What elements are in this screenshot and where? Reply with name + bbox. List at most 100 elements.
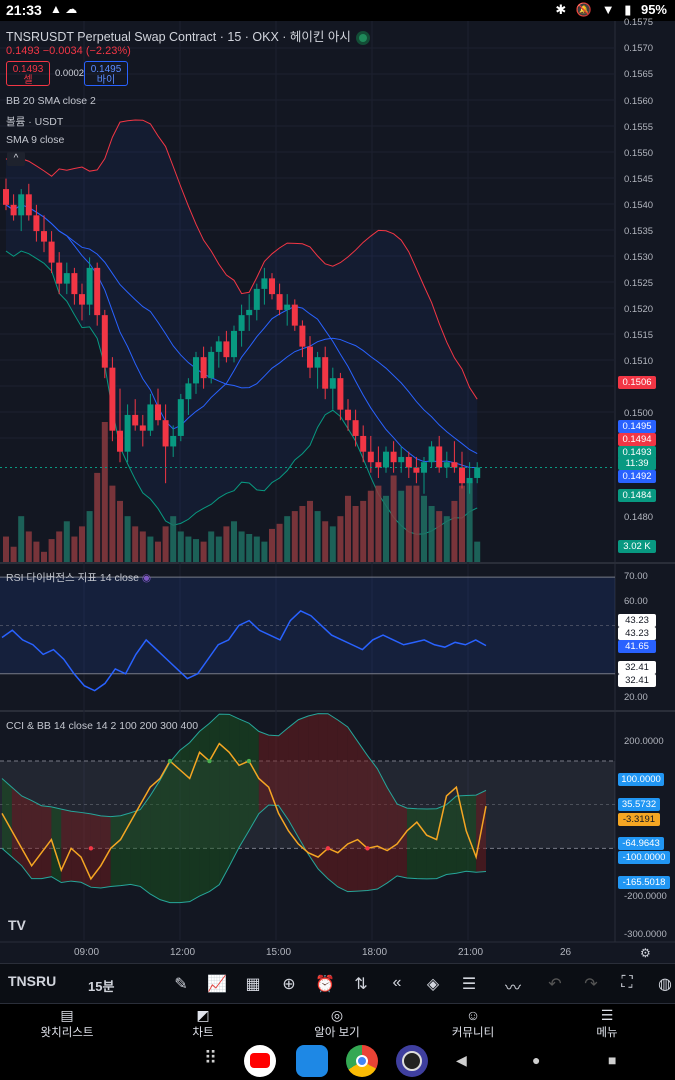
replay-icon[interactable]: ⇅ xyxy=(354,976,368,993)
symbol-title[interactable]: TNSRUSDT Perpetual Swap Contract · 15 · … xyxy=(6,26,367,45)
cci-bb-fill xyxy=(41,805,52,879)
settings-gear-icon[interactable]: ⚙ xyxy=(640,946,651,960)
candle-body xyxy=(474,467,481,478)
cci-bb-fill xyxy=(426,808,437,879)
volume-bar xyxy=(345,495,351,562)
candle-body xyxy=(33,215,40,232)
candle-body xyxy=(269,278,275,295)
candle-body xyxy=(117,430,123,452)
cci-bb-lower xyxy=(1,804,487,904)
fullscreen-icon[interactable]: ⛶ xyxy=(621,974,633,991)
last-price-tag: 0.1493 xyxy=(618,446,656,459)
undo-icon[interactable]: ↶ xyxy=(548,976,562,993)
chart-type-icon[interactable]: 📈 xyxy=(207,976,227,993)
timeframe-button[interactable]: 15분 xyxy=(88,979,115,994)
youtube-app-icon[interactable] xyxy=(244,1045,276,1077)
price-tick: 0.1520 xyxy=(624,304,654,315)
cci-bb-fill xyxy=(11,787,22,866)
sma-line xyxy=(5,204,478,468)
cci-bb-fill xyxy=(61,809,72,883)
rsi-label[interactable]: RSI 다이버전스 지표 14 close ◉ xyxy=(6,570,151,585)
nav-chart[interactable]: ◩ 차트 xyxy=(158,1007,248,1040)
app-drawer-icon[interactable]: ⠿ xyxy=(204,1048,218,1068)
candle-body xyxy=(79,294,85,305)
volume-bar xyxy=(466,480,473,562)
volume-bar xyxy=(322,521,329,562)
sell-button[interactable]: 0.1493 셀 xyxy=(6,61,50,86)
collapse-indicators-button[interactable]: ^ xyxy=(7,152,25,166)
nav-menu[interactable]: ☰ 메뉴 xyxy=(562,1007,652,1040)
candle-body xyxy=(147,404,154,431)
buy-button[interactable]: 0.1495 바이 xyxy=(84,61,128,86)
bb-upper-line xyxy=(5,119,478,400)
volume-bar xyxy=(170,516,177,562)
indicator-sma-label[interactable]: SMA 9 close xyxy=(6,134,65,146)
home-icon[interactable]: ● xyxy=(532,1052,541,1068)
volume-bar xyxy=(25,531,32,562)
rsi-tag: 32.41 xyxy=(618,661,656,674)
volume-bar xyxy=(291,511,298,562)
cci-label[interactable]: CCI & BB 14 close 14 2 100 200 300 400 xyxy=(6,720,199,732)
volume-bar xyxy=(337,516,344,562)
globe-icon[interactable]: ◍ xyxy=(658,976,672,993)
settings-icon[interactable]: ☰ xyxy=(461,976,477,993)
cci-bb-fill xyxy=(367,755,378,891)
sell-price: 0.1493 xyxy=(12,64,44,75)
candle-body xyxy=(200,357,207,379)
volume-bar xyxy=(162,526,169,562)
battery-icon: ▮ xyxy=(624,2,632,17)
camera-app-icon[interactable] xyxy=(396,1045,428,1077)
cci-bb-fill xyxy=(357,741,368,892)
price-tick: 0.1500 xyxy=(624,408,654,419)
price-tick: 0.1540 xyxy=(624,200,654,211)
cci-bb-fill xyxy=(81,812,91,888)
rewind-icon[interactable]: « xyxy=(392,974,402,991)
bottom-nav: ▤ 왓치리스트 ◩ 차트 ◎ 알아 보기 ☺ 커뮤니티 ☰ 메뉴 xyxy=(0,1003,675,1041)
volume-bar xyxy=(208,531,215,562)
volume-bar xyxy=(390,475,397,562)
time-tick: 15:00 xyxy=(266,947,292,958)
candle-body xyxy=(299,325,306,347)
candle-body xyxy=(223,341,230,358)
price-tick: 0.1535 xyxy=(624,226,654,237)
cci-bb-fill xyxy=(288,719,299,838)
indicator-volume-label[interactable]: 볼륨 · USDT xyxy=(6,116,64,128)
layers-icon[interactable]: ◈ xyxy=(426,976,440,993)
candle-body xyxy=(177,399,184,436)
pen-icon[interactable]: ✎ xyxy=(174,976,188,993)
candle-body xyxy=(238,315,245,331)
volume-bar xyxy=(299,506,306,562)
volume-bar xyxy=(48,539,55,562)
chrome-app-icon[interactable] xyxy=(346,1045,378,1077)
cci-bb-fill xyxy=(219,714,230,885)
nav-explore[interactable]: ◎ 알아 보기 xyxy=(292,1007,382,1040)
price-tick: 0.1550 xyxy=(624,148,654,159)
redo-icon[interactable]: ↷ xyxy=(584,976,598,993)
cci-tick: -300.0000 xyxy=(624,929,667,940)
rsi-label-text: RSI 다이버전스 지표 14 close xyxy=(6,572,139,584)
candle-body xyxy=(18,194,25,216)
alarm-icon[interactable]: ⏰ xyxy=(315,976,335,993)
symbol-button[interactable]: TNSRU xyxy=(8,973,57,989)
recents-icon[interactable]: ■ xyxy=(608,1052,617,1068)
bb-lower-tag: 0.1484 xyxy=(618,489,656,502)
candle-body xyxy=(215,341,222,352)
plus-icon[interactable]: ⊕ xyxy=(282,976,296,993)
volume-bar xyxy=(3,536,9,562)
grid-icon[interactable]: ▦ xyxy=(245,976,261,993)
nav-community[interactable]: ☺ 커뮤니티 xyxy=(428,1007,518,1040)
chart-area[interactable] xyxy=(0,21,675,963)
photos-app-icon[interactable] xyxy=(296,1045,328,1077)
cci-bb-fill xyxy=(436,804,447,879)
price-tick: 0.1530 xyxy=(624,252,654,263)
back-icon[interactable]: ◀ xyxy=(456,1052,467,1068)
price-tick: 0.1515 xyxy=(624,330,654,341)
cci-bb-fill xyxy=(169,750,180,903)
nav-watchlist[interactable]: ▤ 왓치리스트 xyxy=(22,1007,112,1040)
indicator-bb-label[interactable]: BB 20 SMA close 2 xyxy=(6,95,96,107)
candle-body xyxy=(162,420,169,447)
trend-icon[interactable]: 〰 xyxy=(504,980,521,997)
chart-canvas[interactable] xyxy=(0,21,675,963)
volume-bar xyxy=(124,516,131,562)
candle-body xyxy=(322,357,329,389)
